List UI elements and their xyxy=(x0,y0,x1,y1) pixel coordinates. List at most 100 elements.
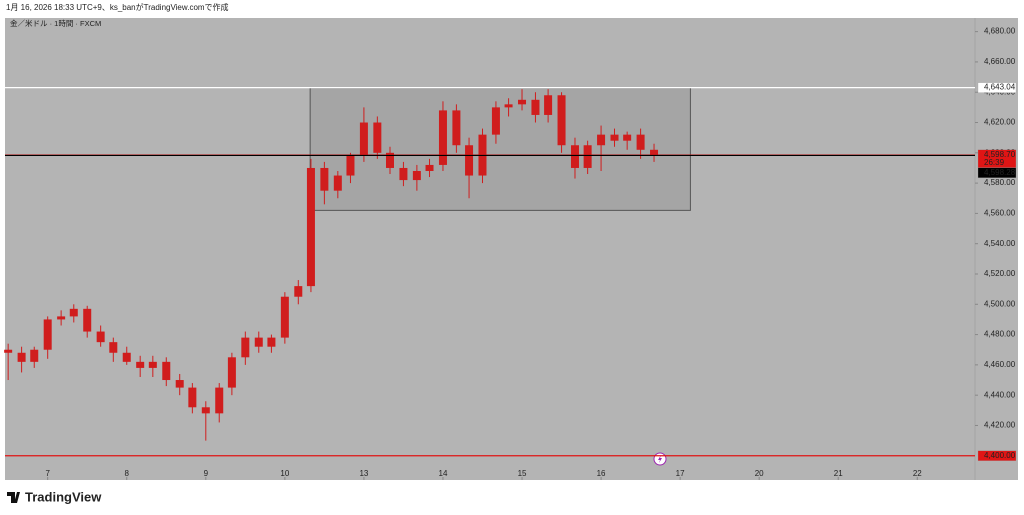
candle-body xyxy=(346,155,355,176)
candle-body xyxy=(465,145,474,176)
candle xyxy=(241,331,250,365)
candle xyxy=(4,343,13,381)
y-tick-label: 4,620.00 xyxy=(984,118,1016,127)
candle xyxy=(215,383,224,423)
y-tick-label: 4,440.00 xyxy=(984,390,1016,399)
candle-body xyxy=(241,337,250,358)
price-label: 4,598.70 xyxy=(984,150,1016,159)
candle xyxy=(69,304,78,323)
candle xyxy=(636,128,645,159)
x-tick-label: 21 xyxy=(834,469,843,478)
candle-body xyxy=(425,164,434,171)
candle-body xyxy=(201,407,210,414)
candle-body xyxy=(122,352,131,362)
candle xyxy=(43,316,52,359)
chart-title: 金／米ドル · 1時間 · FXCM xyxy=(10,18,101,28)
candle xyxy=(83,305,92,338)
candle-body xyxy=(373,122,382,153)
candle-body xyxy=(69,308,78,317)
y-tick-label: 4,680.00 xyxy=(984,27,1016,36)
candle xyxy=(188,383,197,414)
price-label-box xyxy=(977,82,1017,93)
y-tick-label: 4,460.00 xyxy=(984,360,1016,369)
candle xyxy=(452,104,461,153)
candle-body xyxy=(570,145,579,168)
candle xyxy=(306,158,315,293)
price-label-box xyxy=(977,167,1017,178)
caption: 1月 16, 2026 18:33 UTC+9、ks_banがTradingVi… xyxy=(6,2,229,12)
candle-body xyxy=(136,361,145,368)
candle xyxy=(610,128,619,147)
y-tick-label: 4,480.00 xyxy=(984,330,1016,339)
x-tick-label: 22 xyxy=(913,469,922,478)
candle-body xyxy=(518,99,527,105)
candle-body xyxy=(385,152,394,168)
candle-body xyxy=(333,175,342,191)
candle-body xyxy=(306,167,315,287)
candle-body xyxy=(280,296,289,338)
candle xyxy=(30,346,39,368)
candle xyxy=(623,131,632,150)
candle-body xyxy=(109,342,118,353)
plot-background xyxy=(5,18,1018,480)
price-label: 4,400.00 xyxy=(984,451,1016,460)
candle-body xyxy=(399,167,408,181)
candle xyxy=(254,331,263,353)
countdown: 26:39 xyxy=(984,158,1005,167)
x-tick-label: 13 xyxy=(359,469,368,478)
candle xyxy=(359,107,368,162)
candle-body xyxy=(188,387,197,408)
candle-body xyxy=(544,95,553,115)
candle xyxy=(109,337,118,362)
price-label-box xyxy=(977,450,1017,461)
candle xyxy=(136,355,145,377)
candle xyxy=(650,143,659,162)
candle-body xyxy=(162,361,171,381)
candle xyxy=(531,92,540,123)
logo-text: TradingView xyxy=(25,489,102,504)
candle-body xyxy=(227,357,236,388)
candle-body xyxy=(254,337,263,347)
y-tick-label: 4,420.00 xyxy=(984,421,1016,430)
candle-body xyxy=(148,361,157,368)
x-tick-label: 16 xyxy=(597,469,606,478)
candle-body xyxy=(267,337,276,347)
y-tick-label: 4,660.00 xyxy=(984,57,1016,66)
x-tick-label: 10 xyxy=(280,469,289,478)
candle xyxy=(597,125,606,171)
x-tick-label: 14 xyxy=(439,469,448,478)
candle xyxy=(438,101,447,171)
candle xyxy=(294,280,303,305)
candle-body xyxy=(320,167,329,191)
candle xyxy=(346,152,355,184)
y-tick-label: 4,540.00 xyxy=(984,239,1016,248)
candle-body xyxy=(636,134,645,150)
candle-body xyxy=(650,149,659,155)
candle xyxy=(333,170,342,199)
candle xyxy=(280,292,289,344)
candle xyxy=(96,325,105,347)
candle-body xyxy=(491,107,500,135)
x-tick-label: 7 xyxy=(45,469,50,478)
candle-body xyxy=(412,170,421,181)
candle xyxy=(399,161,408,187)
price-label: 4,643.04 xyxy=(984,83,1016,92)
candle xyxy=(175,373,184,396)
candle-body xyxy=(215,387,224,414)
candle xyxy=(57,310,66,326)
candle xyxy=(412,164,421,191)
candle-body xyxy=(96,331,105,343)
candle xyxy=(373,116,382,159)
candle-body xyxy=(43,319,52,350)
candle xyxy=(122,346,131,365)
candle xyxy=(148,355,157,377)
candle xyxy=(570,137,579,179)
candle xyxy=(557,92,566,153)
candle-body xyxy=(610,134,619,141)
x-tick-label: 8 xyxy=(125,469,130,478)
candle-body xyxy=(597,134,606,146)
candle-body xyxy=(557,95,566,146)
event-bolt xyxy=(658,455,662,463)
